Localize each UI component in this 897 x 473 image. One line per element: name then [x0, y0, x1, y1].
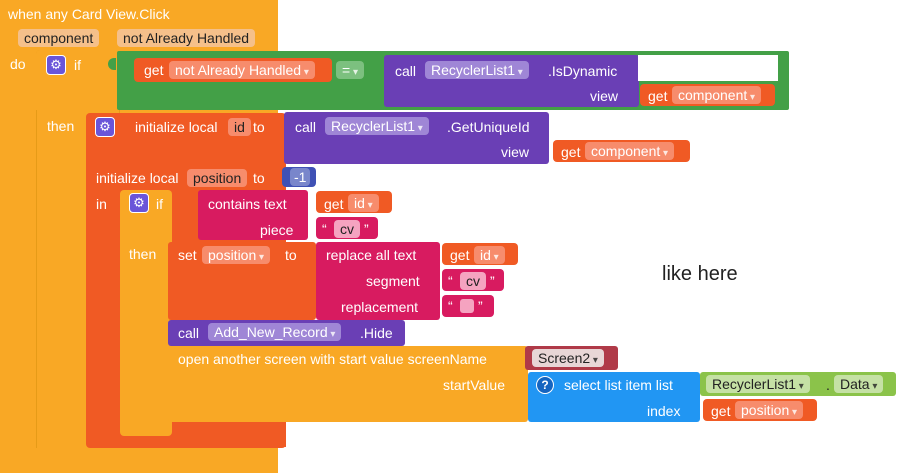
- text-literal-cv1[interactable]: cv: [334, 220, 360, 238]
- quote-close-icon: ”: [478, 298, 483, 314]
- property-dropdown-data[interactable]: Data: [834, 375, 884, 393]
- number-value[interactable]: -1: [290, 168, 311, 186]
- var-dropdown-id[interactable]: id: [348, 194, 379, 212]
- view-label-2: view: [501, 144, 530, 160]
- var-dropdown-not-handled[interactable]: not Already Handled: [169, 61, 315, 79]
- get-label: get: [450, 247, 470, 263]
- method-getuniqueid: .GetUniqueId: [447, 119, 530, 135]
- quote-open-icon: “: [448, 298, 453, 314]
- dot-separator: .: [826, 377, 830, 393]
- get-label: get: [711, 403, 731, 419]
- text-literal-cv2[interactable]: cv: [460, 272, 486, 290]
- method-isdynamic: .IsDynamic: [548, 63, 618, 79]
- quote-open-icon: “: [322, 221, 327, 237]
- start-value-label: startValue: [443, 377, 505, 393]
- do-label: do: [10, 56, 26, 72]
- to-label: to: [253, 119, 265, 135]
- empty-text-value[interactable]: [460, 299, 474, 313]
- call-label: call: [178, 325, 200, 341]
- screen-dropdown-screen2[interactable]: Screen2: [532, 349, 604, 367]
- local-name-id[interactable]: id: [228, 118, 251, 136]
- index-label: index: [647, 403, 681, 419]
- param-component[interactable]: component: [18, 29, 100, 47]
- if-label-2: if: [156, 196, 163, 212]
- var-dropdown-component[interactable]: component: [585, 142, 675, 160]
- call-label: call: [295, 119, 317, 135]
- if-label-1: if: [74, 57, 81, 73]
- if-block-2[interactable]: [120, 190, 172, 436]
- block-footer: [36, 448, 120, 460]
- view-label-1: view: [590, 88, 619, 104]
- component-dropdown-recyclerlist1[interactable]: RecyclerList1: [425, 61, 529, 79]
- then-label-1: then: [47, 118, 75, 134]
- contains-label: contains text: [208, 196, 287, 212]
- segment-label: segment: [366, 273, 420, 289]
- param-not-already-handled[interactable]: not Already Handled: [117, 29, 256, 47]
- quote-close-icon: ”: [490, 273, 495, 289]
- local-name-position[interactable]: position: [187, 169, 248, 187]
- event-title: when any Card View.Click: [8, 6, 170, 22]
- piece-label: piece: [260, 222, 294, 238]
- get-label: get: [648, 88, 668, 104]
- set-label: set: [178, 247, 197, 263]
- to-label: to: [285, 247, 297, 263]
- var-dropdown-position[interactable]: position: [735, 401, 804, 419]
- to-label: to: [253, 170, 265, 186]
- open-screen-block[interactable]: [168, 346, 528, 422]
- get-label: get: [144, 62, 164, 78]
- mutator-gear-icon[interactable]: ⚙: [129, 193, 149, 213]
- call-label: call: [395, 63, 417, 79]
- var-dropdown-position[interactable]: position: [202, 246, 271, 264]
- get-label: get: [324, 196, 344, 212]
- open-screen-label: open another screen with start value scr…: [178, 351, 487, 367]
- init-label-id: initialize local: [135, 119, 218, 135]
- component-dropdown-recyclerlist1[interactable]: RecyclerList1: [706, 375, 810, 393]
- mutator-gear-icon[interactable]: ⚙: [46, 55, 66, 75]
- replace-label: replace all text: [326, 247, 417, 263]
- eq-operator-dropdown[interactable]: =: [336, 61, 364, 79]
- annotation-text: like here: [662, 263, 738, 285]
- get-label: get: [561, 144, 581, 160]
- select-list-item-block[interactable]: [528, 372, 700, 422]
- mutator-gear-icon[interactable]: ⚙: [95, 117, 115, 137]
- component-dropdown-add-new-record[interactable]: Add_New_Record: [208, 323, 342, 341]
- block-footer: [0, 460, 278, 473]
- quote-close-icon: ”: [364, 221, 369, 237]
- contains-text-block[interactable]: [198, 190, 308, 240]
- component-dropdown-recyclerlist1[interactable]: RecyclerList1: [325, 117, 429, 135]
- replacement-label: replacement: [341, 299, 419, 315]
- var-dropdown-component[interactable]: component: [672, 86, 762, 104]
- in-label: in: [96, 196, 107, 212]
- select-list-label: select list item list: [564, 377, 673, 393]
- quote-open-icon: “: [448, 273, 453, 289]
- help-icon[interactable]: ?: [536, 376, 554, 394]
- method-hide: .Hide: [360, 325, 393, 341]
- replace-all-block[interactable]: [316, 242, 440, 320]
- init-label-position: initialize local: [96, 170, 179, 186]
- then-label-2: then: [129, 246, 157, 262]
- var-dropdown-id[interactable]: id: [474, 246, 505, 264]
